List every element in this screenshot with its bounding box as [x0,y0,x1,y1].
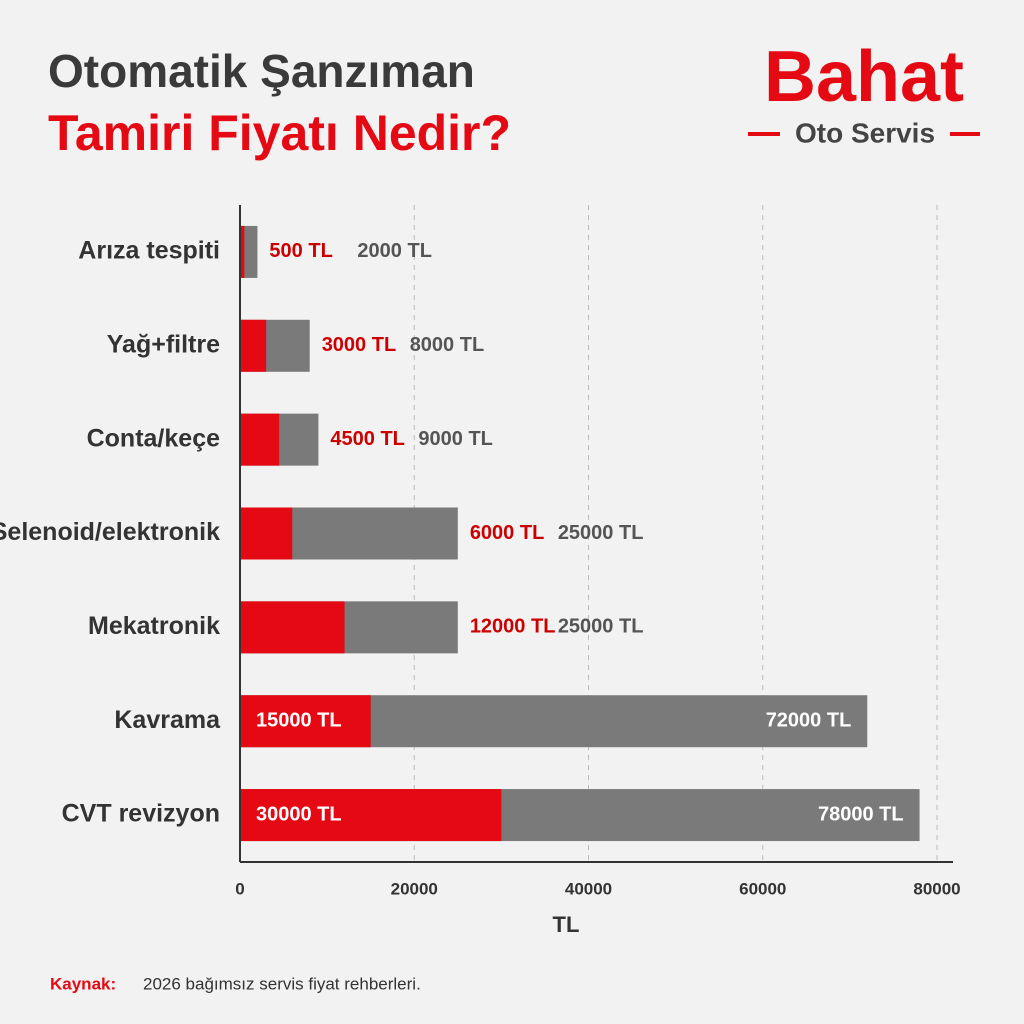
value-label: 72000 TL [766,709,852,731]
y-tick-label: CVT revizyon [62,800,220,828]
value-label: 15000 TL [256,709,342,731]
value-label: 30000 TL [256,803,342,825]
source-text: 2026 bağımsız servis fiyat rehberleri. [143,974,421,993]
source-label: Kaynak: [50,974,116,993]
value-label: 500 TL [269,240,332,262]
bar [240,507,293,560]
value-label: 6000 TL [470,522,544,544]
y-tick-label: Selenoid/elektronik [0,518,220,546]
y-tick-label: Arıza tespiti [78,237,220,265]
x-axis-label: TL [553,912,580,937]
value-label: 25000 TL [558,522,644,544]
value-label: 9000 TL [418,428,492,450]
bar [240,601,345,654]
title-line-1: Otomatik Şanzıman [48,45,475,97]
value-label: 2000 TL [357,240,431,262]
y-tick-label: Yağ+filtre [107,330,220,358]
brand-name: Bahat [764,37,964,117]
x-tick-label: 60000 [739,879,786,898]
y-tick-label: Mekatronik [88,612,220,640]
brand-tagline: Oto Servis [795,117,935,148]
bar [240,225,245,278]
bar [240,413,280,466]
value-label: 12000 TL [470,616,556,638]
title-line-2: Tamiri Fiyatı Nedir? [48,105,511,161]
x-tick-label: 0 [235,879,244,898]
y-tick-label: Conta/keçe [87,424,220,452]
value-label: 3000 TL [322,334,396,356]
value-label: 4500 TL [330,428,404,450]
bar [240,789,502,842]
x-tick-label: 20000 [391,879,438,898]
value-label: 8000 TL [410,334,484,356]
value-label: 78000 TL [818,803,904,825]
bar [240,695,371,748]
bar [240,319,267,372]
x-tick-label: 80000 [913,879,960,898]
y-tick-label: Kavrama [114,706,221,734]
value-label: 25000 TL [558,616,644,638]
x-tick-label: 40000 [565,879,612,898]
